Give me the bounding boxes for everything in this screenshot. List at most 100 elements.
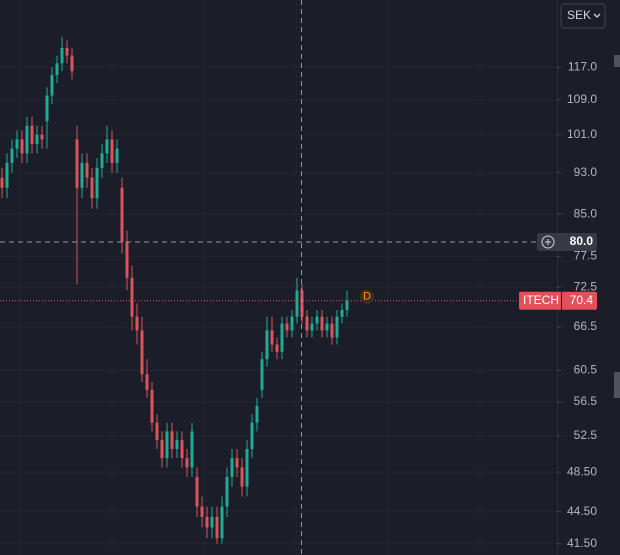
y-tick-label: 77.5 <box>574 249 598 263</box>
candle-body <box>240 467 244 487</box>
candle-body <box>255 405 259 423</box>
symbol-label-bg <box>519 291 597 310</box>
crosshair-label: 80.0 <box>570 234 594 248</box>
candle-body <box>290 316 294 331</box>
candle-body <box>65 47 69 56</box>
candle-body <box>345 300 349 310</box>
candle-body <box>275 344 279 352</box>
candle-body <box>230 458 234 477</box>
overlay: ITECH 70.4 D 80.0 <box>0 232 597 310</box>
candle-body <box>220 506 224 539</box>
candle-body <box>265 330 269 360</box>
y-tick-label: 48.50 <box>567 464 597 478</box>
y-tick-label: 41.50 <box>567 536 597 550</box>
candle-body <box>20 139 24 154</box>
candle-body <box>130 277 134 317</box>
candle-body <box>250 422 254 449</box>
candle-body <box>150 389 154 423</box>
candle-body <box>25 125 29 154</box>
candle-body <box>120 187 124 242</box>
candle-body <box>305 316 309 331</box>
scrollbar <box>614 55 620 67</box>
candle-body <box>320 316 324 331</box>
candle-body <box>325 323 329 331</box>
candle-body <box>195 476 199 507</box>
candle-body <box>110 139 114 163</box>
add-alert-icon-plus <box>545 238 551 245</box>
candle-body <box>140 330 144 375</box>
candle-body <box>165 431 169 459</box>
candle-body <box>55 63 59 76</box>
candle-body <box>45 95 49 122</box>
y-tick-label: 56.5 <box>574 394 598 408</box>
candle-body <box>100 153 104 168</box>
y-tick-label: 117.0 <box>568 59 597 73</box>
candle-body <box>40 134 44 140</box>
candle-body <box>145 374 149 390</box>
candle-body <box>270 330 274 345</box>
candle-body <box>15 139 19 149</box>
last-price-label: 70.4 <box>570 293 594 307</box>
scrollbar <box>614 372 620 398</box>
add-alert-icon <box>541 235 555 249</box>
candle-body <box>190 431 194 468</box>
candle-body <box>115 148 119 163</box>
candle-body <box>300 290 304 317</box>
candle-body <box>205 516 209 528</box>
y-tick-label: 93.0 <box>574 165 598 179</box>
y-tick-label: 85.0 <box>574 206 598 220</box>
candle-body <box>330 323 334 338</box>
dividend-marker-bg <box>360 289 374 304</box>
candle-body <box>175 440 179 449</box>
candle-body <box>225 476 229 507</box>
symbol-label: ITECH <box>523 293 559 307</box>
y-tick-label: 60.5 <box>574 363 598 377</box>
candle-body <box>295 290 299 317</box>
candle-body <box>80 162 84 188</box>
y-tick-label: 44.50 <box>567 504 597 518</box>
candle-body <box>335 316 339 338</box>
candle-body <box>200 506 204 517</box>
y-tick-label: 66.5 <box>574 319 598 333</box>
candle-body <box>180 440 184 459</box>
candle-body <box>155 422 159 441</box>
candle-body <box>125 241 129 278</box>
y-tick-label: 72.5 <box>574 279 598 293</box>
y-tick-label: 109.0 <box>567 92 597 106</box>
candle-body <box>135 316 139 331</box>
candle-body <box>260 359 264 390</box>
currency-label: SEK <box>567 8 591 22</box>
candle-body <box>75 139 79 188</box>
candle-body <box>285 323 289 331</box>
candle-body <box>160 440 164 459</box>
candle-body <box>105 139 109 154</box>
candle-body <box>310 323 314 331</box>
candle-body <box>245 448 249 487</box>
y-tick-label: 101.0 <box>567 127 597 141</box>
candle-body <box>185 458 189 468</box>
candle-body <box>210 516 214 528</box>
candle-body <box>85 162 89 178</box>
candle-body <box>280 323 284 352</box>
candle-body <box>70 55 74 72</box>
candle-body <box>340 309 344 317</box>
candle-body <box>5 162 9 188</box>
currency-button[interactable] <box>560 3 606 29</box>
candle-body <box>170 431 174 449</box>
candle-body <box>35 134 39 144</box>
candle-body <box>0 177 4 188</box>
candle-body <box>315 316 319 324</box>
candle-body <box>215 516 219 539</box>
candle-body <box>95 167 99 199</box>
candle-body <box>235 458 239 468</box>
y-tick-label: 52.5 <box>574 428 598 442</box>
grid <box>0 0 557 555</box>
candle-body <box>10 148 14 163</box>
candle-body <box>30 125 34 144</box>
candle-body <box>90 177 94 199</box>
dropdown-icon <box>593 13 601 18</box>
dividend-marker: D <box>363 291 371 303</box>
candle-body <box>50 75 54 96</box>
